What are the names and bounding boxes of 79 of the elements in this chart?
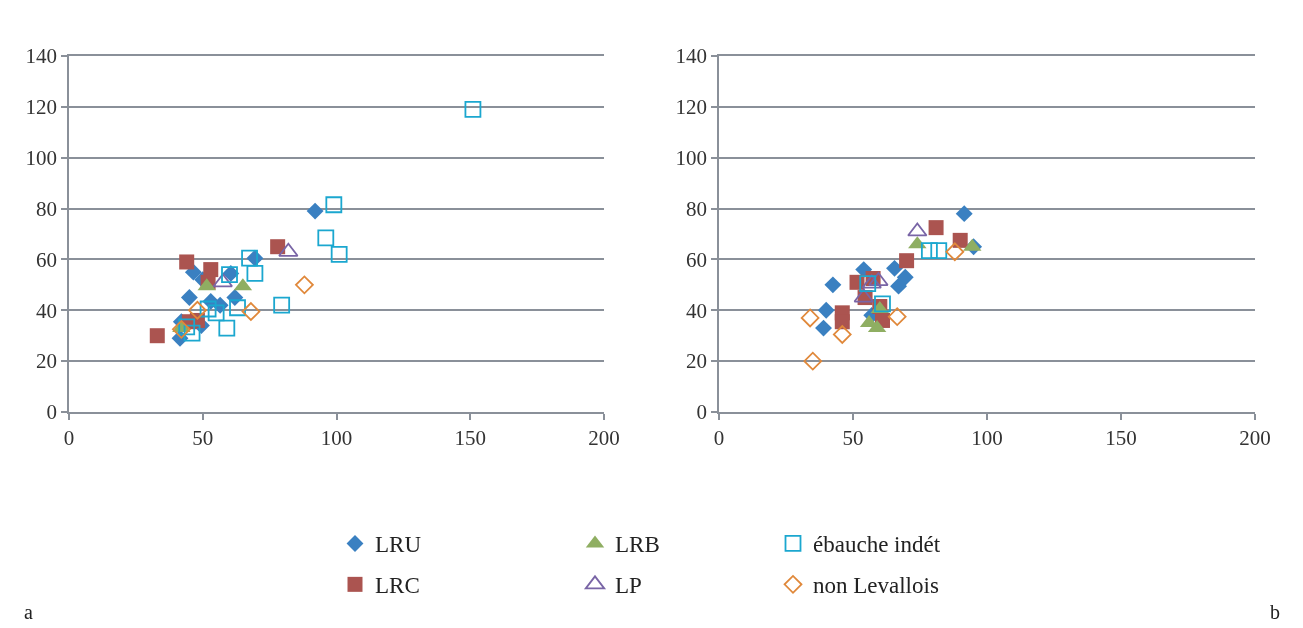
point — [824, 276, 842, 294]
point — [853, 288, 874, 303]
x-tick-label: 0 — [63, 425, 75, 450]
point — [890, 277, 908, 295]
y-tick-label: 40 — [36, 298, 58, 323]
legend-label: LRC — [375, 573, 420, 599]
y-tick-label: 60 — [686, 247, 708, 272]
x-tick-label: 100 — [320, 425, 353, 450]
point — [270, 239, 286, 255]
point — [229, 299, 246, 317]
point — [859, 275, 877, 292]
point — [218, 319, 236, 337]
y-tick-label: 100 — [25, 146, 58, 171]
point — [955, 205, 973, 223]
y-tick-label: 140 — [25, 44, 58, 69]
point — [178, 318, 196, 336]
point — [896, 268, 914, 286]
point — [832, 325, 852, 344]
x-tick-label: 150 — [1105, 425, 1137, 450]
y-tick-label: 100 — [675, 146, 708, 171]
point — [241, 302, 261, 321]
point — [464, 101, 482, 118]
point — [834, 314, 850, 330]
y-tick-label: 120 — [25, 95, 58, 120]
x-tick-label: 200 — [588, 425, 620, 450]
point — [273, 296, 291, 314]
x-tick-label: 200 — [1239, 425, 1271, 450]
point — [928, 220, 944, 236]
x-tick-label: 0 — [713, 425, 725, 450]
y-tick-label: 60 — [36, 247, 58, 272]
legend-label: ébauche indét — [813, 532, 941, 558]
point — [920, 242, 938, 259]
text: b — [1270, 601, 1280, 623]
point — [800, 308, 820, 328]
point — [306, 202, 324, 220]
point — [907, 222, 928, 237]
point — [149, 328, 165, 344]
legend-label: non Levallois — [813, 573, 939, 599]
y-tick-label: 0 — [696, 400, 708, 425]
y-tick-label: 140 — [675, 44, 708, 69]
point — [172, 320, 191, 339]
point — [325, 196, 343, 214]
point — [212, 273, 233, 288]
x-tick-label: 150 — [454, 425, 486, 450]
point — [887, 307, 907, 326]
point — [246, 265, 264, 282]
point — [899, 253, 915, 269]
point — [945, 242, 965, 262]
point — [295, 275, 314, 295]
point — [815, 319, 832, 337]
y-tick-label: 80 — [36, 196, 58, 221]
point — [886, 259, 903, 277]
legend-label: LRU — [375, 532, 422, 558]
point — [179, 254, 195, 270]
point — [207, 304, 225, 322]
x-tick-label: 50 — [842, 425, 864, 450]
text: a — [24, 601, 33, 623]
point — [930, 242, 948, 259]
point — [803, 351, 823, 371]
y-tick-label: 0 — [46, 400, 58, 425]
y-tick-label: 40 — [686, 298, 708, 323]
point — [180, 289, 198, 307]
point — [952, 232, 968, 248]
point — [188, 300, 207, 320]
point — [199, 300, 217, 318]
point — [241, 249, 258, 267]
point — [861, 274, 882, 289]
y-tick-label: 20 — [36, 349, 58, 374]
x-tick-label: 50 — [192, 425, 214, 450]
point — [330, 245, 348, 263]
y-tick-label: 80 — [686, 196, 708, 221]
y-tick-label: 20 — [686, 349, 708, 374]
x-tick-label: 100 — [971, 425, 1003, 450]
point — [817, 301, 835, 319]
legend-label: LRB — [615, 532, 660, 558]
legend-label: LP — [615, 573, 642, 599]
point — [183, 324, 201, 342]
point — [317, 229, 335, 247]
y-tick-label: 120 — [675, 95, 708, 120]
